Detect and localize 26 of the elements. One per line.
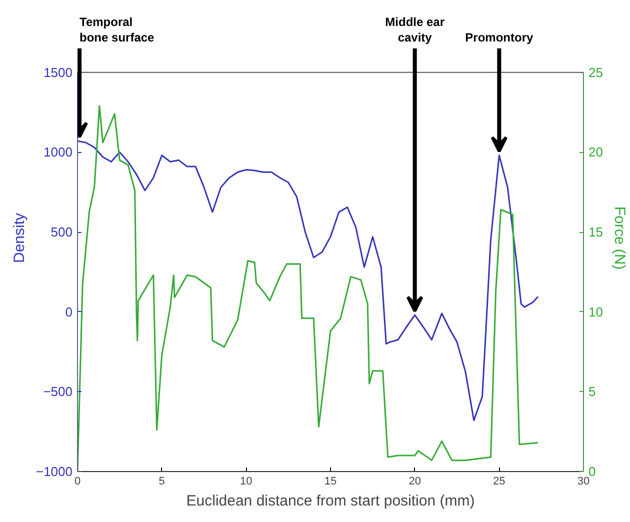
y-tick-label: 1000 — [44, 144, 72, 160]
y2-axis-title: Force (N) — [610, 206, 628, 270]
x-tick-label: 30 — [577, 476, 590, 488]
y-tick-label: −1000 — [36, 464, 73, 479]
y-tick-label: −500 — [43, 384, 73, 400]
y2-tick-label: 25 — [588, 64, 603, 80]
x-tick-label: 10 — [240, 476, 252, 488]
x-tick-label: 5 — [158, 476, 165, 488]
x-axis-title: Euclidean distance from start position (mm) — [186, 492, 475, 510]
y2-tick-label: 5 — [588, 384, 596, 400]
x-tick-label: 0 — [74, 476, 81, 488]
y2-tick-label: 15 — [588, 224, 603, 240]
y-tick-label: 500 — [50, 224, 73, 240]
line-series — [78, 105, 539, 472]
annotation: Temporal bone surface — [80, 15, 155, 44]
annotation: Middle ear cavity — [385, 15, 445, 44]
y-tick-label: 0 — [65, 304, 73, 320]
y-tick-label: 1500 — [44, 64, 72, 80]
y-axis-title: Density — [10, 212, 28, 264]
x-tick-label: 25 — [493, 476, 506, 488]
x-tick-label: 20 — [408, 476, 421, 488]
x-tick-label: 15 — [324, 476, 337, 488]
y2-tick-label: 10 — [588, 304, 603, 320]
y2-tick-label: 20 — [588, 144, 603, 160]
line-series — [78, 140, 539, 422]
annotation: Promontory — [465, 30, 534, 44]
